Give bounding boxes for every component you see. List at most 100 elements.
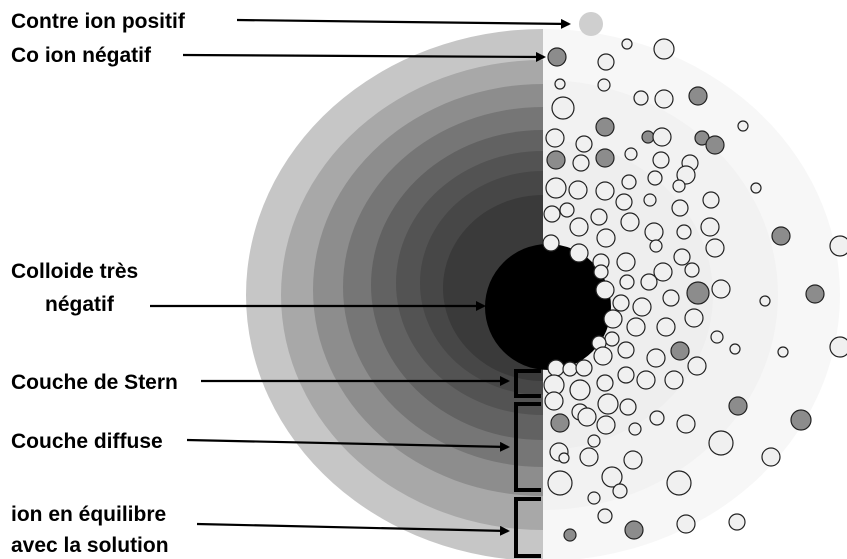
counter-ion [596,228,616,248]
counter-ion [558,452,570,464]
counter-ion [547,359,565,377]
counter-ion [653,262,673,282]
counter-ion [829,235,847,257]
counter-ion [542,234,560,252]
diffuse-bracket [514,402,541,492]
counter-ion [676,224,692,240]
diffuse-arrow [186,438,510,452]
counter-ion [604,331,620,347]
co-ion [624,520,644,540]
counter-ion [646,348,666,368]
co-ion [705,135,725,155]
co-ion [790,409,812,431]
co-ion [547,47,567,67]
counter-ion [654,89,674,109]
counter-ion [632,297,652,317]
counter-ion [664,370,684,390]
counter-ion [728,513,746,531]
counter-ion [652,151,670,169]
counter-ion [568,180,588,200]
colloid-label-line1: Colloide très [11,260,138,283]
counter-ion [633,90,649,106]
counter-ion [640,273,658,291]
co-ion [670,341,690,361]
counter-ion [711,279,731,299]
counter-ion [676,414,696,434]
counter-ion [597,393,619,415]
counter-ion [601,466,623,488]
counter-ion [624,147,638,161]
counter-ion [684,262,700,278]
counter-ion [569,243,589,263]
counter-ion [603,309,623,329]
counter-ion [575,135,593,153]
counter-ion [684,308,704,328]
colloid-particle [485,244,611,370]
counter-ion [617,341,635,359]
counter-ion [644,222,664,242]
ions-group [542,12,847,542]
counter-ion [544,391,564,411]
counter-ion [672,179,686,193]
counter-ion [656,317,676,337]
counter-ion [750,182,762,194]
co-ion-label: Co ion négatif [11,44,152,67]
counter-ion [551,96,575,120]
counter-ion [577,407,597,427]
counter-ion [621,38,633,50]
counter-ion [597,508,613,524]
co-ion [595,148,615,168]
counter-ion [621,174,637,190]
counter-ion [687,356,707,376]
counter-ion [554,78,566,90]
counter-ion [708,430,734,456]
counter-ion [673,248,691,266]
counter-ion [649,410,665,426]
counter-ion [829,336,847,358]
arrows [150,18,571,536]
counter-ion [587,434,601,448]
counter-ion [587,491,601,505]
counter-ion [612,294,630,312]
counter-ion [759,295,771,307]
counter-ion [562,361,578,377]
counter-ion [649,239,663,253]
co-ion [641,130,655,144]
co-ion [546,150,566,170]
counter-ion [595,181,615,201]
counter-ion [666,470,692,496]
counter-ion [595,280,615,300]
equilibrium-bracket [514,497,541,558]
counter-ion [559,202,575,218]
counter-ion-label: Contre ion positif [11,10,186,33]
counter-ion [572,154,590,172]
counter-ion [593,264,609,280]
counter-ion [597,53,615,71]
counter-ion [662,289,680,307]
counter-ion [626,317,646,337]
layer-brackets [514,369,541,558]
counter-ion [777,346,789,358]
counter-ion [737,120,749,132]
equilibrium-label-line1: ion en équilibre [11,503,166,526]
counter-ion [579,12,603,36]
counter-ion [615,193,633,211]
counter-ion [653,38,675,60]
layer-gradient-left [246,29,543,559]
stern-layer-label: Couche de Stern [11,371,178,394]
counter-ion [705,238,725,258]
counter-ion [545,128,565,148]
counter-ion [612,483,628,499]
counter-ion [643,193,657,207]
counter-ion [623,450,643,470]
counter-ion [596,374,614,392]
counter-ion [619,274,635,290]
counter-ion [575,359,593,377]
diffuse-layer-label: Couche diffuse [11,430,163,453]
co-ion [686,281,710,305]
counter-ion [647,170,663,186]
counter-ion [628,422,642,436]
counter-ion [616,252,636,272]
counter-ion [596,415,616,435]
